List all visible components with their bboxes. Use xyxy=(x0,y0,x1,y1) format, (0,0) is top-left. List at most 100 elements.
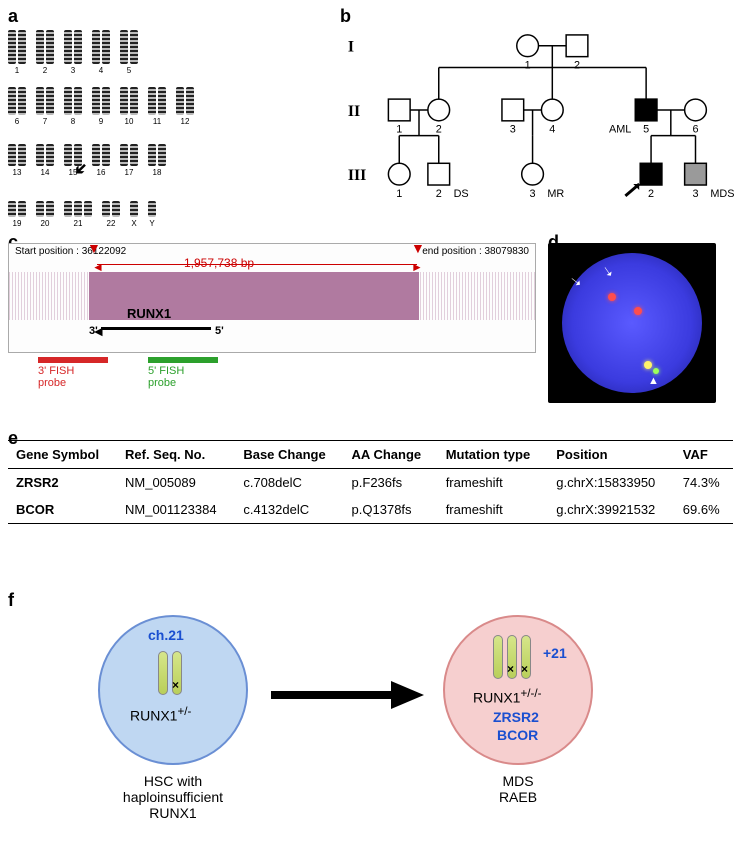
pedigree-III-2 xyxy=(428,163,450,185)
table-header-cell: VAF xyxy=(675,441,733,469)
chromosome-11: 11 xyxy=(148,79,166,126)
chromosome-22: 22 xyxy=(102,181,120,228)
chromosome-12: 12 xyxy=(176,79,194,126)
svg-text:2: 2 xyxy=(648,188,654,200)
model-right-runx1: RUNX1+/-/- xyxy=(473,687,542,706)
runx1-gene-label: RUNX1 xyxy=(127,306,171,321)
pedigree-II-5 xyxy=(635,99,657,121)
cgh-span-label: 1,957,738 bp xyxy=(184,256,254,270)
pedigree-I-1 xyxy=(517,35,539,57)
table-cell: BCOR xyxy=(8,496,117,524)
chromosome-X: X xyxy=(130,181,138,228)
fish-signal-3 xyxy=(653,368,659,374)
chromosome-10: 10 xyxy=(120,79,138,126)
chromosome-2: 2 xyxy=(36,28,54,75)
table-header-cell: Gene Symbol xyxy=(8,441,117,469)
pedigree-II-6 xyxy=(685,99,707,121)
table-cell: p.F236fs xyxy=(344,469,438,497)
table-header-cell: Base Change xyxy=(235,441,343,469)
table-header-cell: Ref. Seq. No. xyxy=(117,441,235,469)
table-cell: c.708delC xyxy=(235,469,343,497)
table-cell: NM_001123384 xyxy=(117,496,235,524)
table-cell: g.chrX:15833950 xyxy=(548,469,675,497)
fish-panel: ➝➝▲ xyxy=(548,243,733,413)
pedigree-svg: IIIIII1212345AML612DS3MR23MDS xyxy=(340,10,735,205)
chromosome-18: 18 xyxy=(148,130,166,177)
svg-text:MR: MR xyxy=(547,188,564,200)
chromosome-1: 1 xyxy=(8,28,26,75)
probe-5prime-bar xyxy=(148,357,218,363)
chromosome-16: 16 xyxy=(92,130,110,177)
chromosome-13: 13 xyxy=(8,130,26,177)
chromosome-4: 4 xyxy=(92,28,110,75)
model-left-runx1: RUNX1+/- xyxy=(130,705,191,724)
chromosome-3: 3 xyxy=(64,28,82,75)
chromosome-20: 20 xyxy=(36,181,54,228)
svg-text:II: II xyxy=(348,103,360,120)
model-plus21-label: +21 xyxy=(543,645,567,661)
runx1-gene-arrow: 3' ◄ 5' RUNX1 xyxy=(89,324,224,339)
table-cell: ZRSR2 xyxy=(8,469,117,497)
pedigree-panel: IIIIII1212345AML612DS3MR23MDS xyxy=(340,10,735,205)
table-cell: frameshift xyxy=(438,469,549,497)
model-left-caption: HSC with haploinsufficient RUNX1 xyxy=(93,773,253,821)
table-cell: 74.3% xyxy=(675,469,733,497)
fish-arrowhead-icon: ▲ xyxy=(648,375,659,387)
pedigree-III-3 xyxy=(522,163,544,185)
mutation-table-panel: Gene SymbolRef. Seq. No.Base ChangeAA Ch… xyxy=(8,440,733,524)
chromosome-5: 5 xyxy=(120,28,138,75)
table-header-row: Gene SymbolRef. Seq. No.Base ChangeAA Ch… xyxy=(8,441,733,469)
model-arrow-icon xyxy=(266,675,426,715)
model-ch21-label: ch.21 xyxy=(148,627,184,643)
cgh-panel: Start position : 36122092 end position :… xyxy=(8,243,536,388)
chromosome-Y: Y xyxy=(148,181,156,228)
cgh-end-pos: end position : 38079830 xyxy=(422,246,529,257)
chromosome-14: 14 xyxy=(36,130,54,177)
table-row: BCORNM_001123384c.4132delCp.Q1378fsframe… xyxy=(8,496,733,524)
svg-text:I: I xyxy=(348,39,354,56)
model-bcor-label: BCOR xyxy=(497,727,538,743)
chromosome-7: 7 xyxy=(36,79,54,126)
probe-3prime-label: 3' FISH probe xyxy=(38,365,74,389)
chromosome-6: 6 xyxy=(8,79,26,126)
karyotype-panel: 123456789101112131415161718192021➔22XY xyxy=(8,10,318,230)
pedigree-II-4 xyxy=(541,99,563,121)
probe-3prime-bar xyxy=(38,357,108,363)
mutation-table: Gene SymbolRef. Seq. No.Base ChangeAA Ch… xyxy=(8,440,733,524)
probe-5prime-label: 5' FISH probe xyxy=(148,365,184,389)
svg-text:1: 1 xyxy=(396,124,402,136)
table-cell: 69.6% xyxy=(675,496,733,524)
svg-text:2: 2 xyxy=(436,188,442,200)
fish-nucleus xyxy=(562,253,702,393)
table-cell: p.Q1378fs xyxy=(344,496,438,524)
table-cell: frameshift xyxy=(438,496,549,524)
cgh-left-arrow-icon: ▼ xyxy=(87,240,101,256)
table-header-cell: AA Change xyxy=(344,441,438,469)
svg-text:1: 1 xyxy=(396,188,402,200)
svg-text:3: 3 xyxy=(692,188,698,200)
fish-signal-2 xyxy=(644,361,652,369)
chromosome-8: 8 xyxy=(64,79,82,126)
pedigree-III-4 xyxy=(640,163,662,185)
svg-text:2: 2 xyxy=(436,124,442,136)
model-right-cell: × × +21 RUNX1+/-/- ZRSR2 BCOR xyxy=(443,615,593,765)
svg-text:2: 2 xyxy=(574,59,580,71)
model-zrsr2-label: ZRSR2 xyxy=(493,709,539,725)
svg-text:III: III xyxy=(348,167,366,184)
svg-text:1: 1 xyxy=(525,59,531,71)
cgh-start-pos: Start position : 36122092 xyxy=(15,246,126,257)
pedigree-III-5 xyxy=(685,163,707,185)
table-cell: NM_005089 xyxy=(117,469,235,497)
svg-text:3: 3 xyxy=(530,188,536,200)
table-cell: c.4132delC xyxy=(235,496,343,524)
svg-text:4: 4 xyxy=(549,124,555,136)
table-header-cell: Mutation type xyxy=(438,441,549,469)
svg-text:5: 5 xyxy=(643,124,649,136)
svg-text:MDS: MDS xyxy=(710,188,734,200)
cgh-track-box: Start position : 36122092 end position :… xyxy=(8,243,536,353)
chromosome-21: 21➔ xyxy=(64,181,92,228)
pedigree-I-2 xyxy=(566,35,588,57)
model-panel: ch.21 × RUNX1+/- HSC with haploinsuffici… xyxy=(8,605,733,830)
chromosome-9: 9 xyxy=(92,79,110,126)
chromosome-19: 19 xyxy=(8,181,26,228)
